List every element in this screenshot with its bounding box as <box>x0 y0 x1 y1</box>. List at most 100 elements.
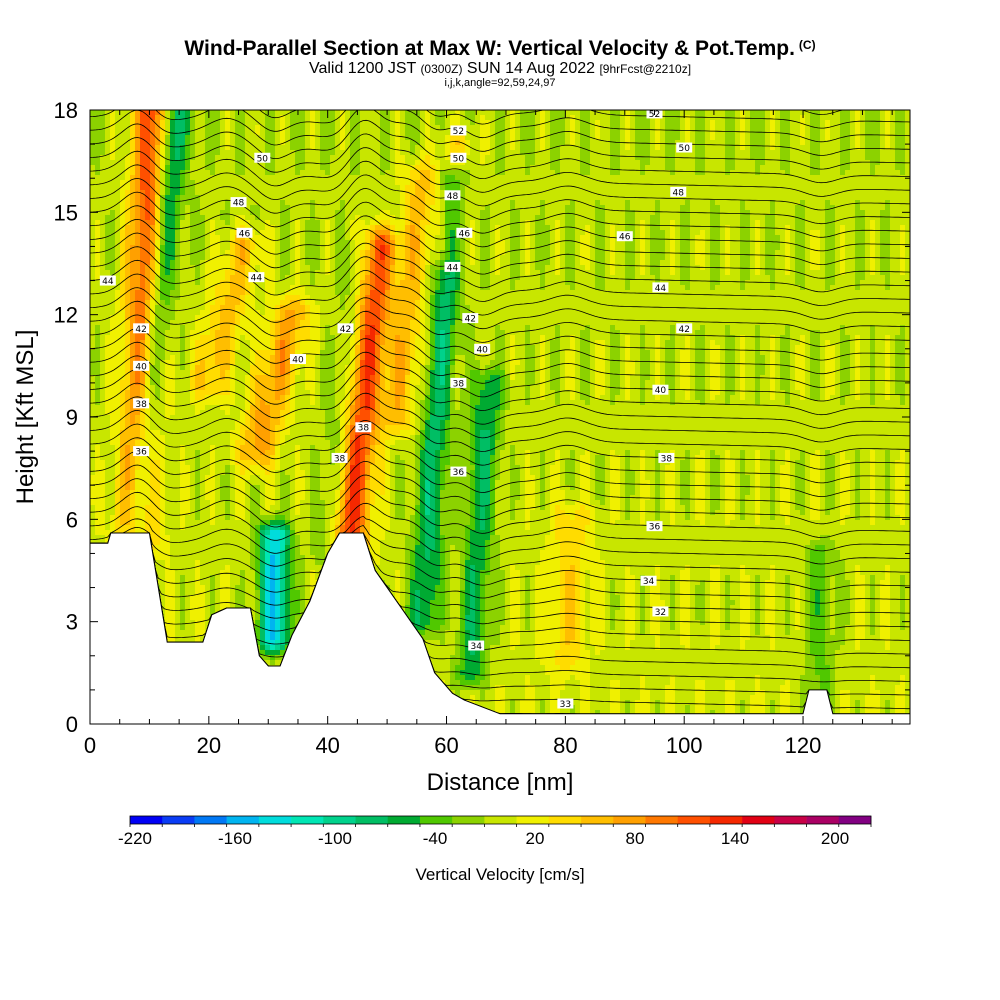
colorbar-swatch <box>516 816 550 824</box>
x-axis-label: Distance [nm] <box>427 769 574 796</box>
isentrope-line <box>90 379 910 429</box>
isentrope-line <box>90 242 910 293</box>
isentrope-line <box>90 228 910 279</box>
contour-label: 44 <box>99 275 116 287</box>
colorbar-swatch <box>419 816 453 824</box>
colorbar-frame <box>129 815 872 825</box>
isentrope-line <box>90 147 910 197</box>
contour-label-text: 42 <box>465 315 476 325</box>
isentrope-line <box>90 174 910 225</box>
isentrope-line <box>477 110 845 115</box>
isentrope-line <box>90 110 910 156</box>
contour-label: 36 <box>646 521 663 533</box>
valid-date: SUN 14 Aug 2022 <box>467 60 595 77</box>
colorbar-swatch <box>613 816 646 824</box>
colorbar-tick-label: -160 <box>218 829 252 848</box>
contour-label-text: 46 <box>239 229 251 239</box>
x-tick-label: 60 <box>434 733 458 758</box>
colorbar-tick-label: 200 <box>821 829 849 848</box>
colorbar-swatch <box>226 816 260 824</box>
colorbar-swatch <box>291 816 324 824</box>
isentrope-line <box>90 269 910 320</box>
contour-label-text: 44 <box>655 284 667 294</box>
isentrope-line <box>90 488 910 538</box>
colorbar-tick-label: 20 <box>526 829 545 848</box>
colorbar-swatch <box>130 816 163 824</box>
contour-label-text: 34 <box>471 642 483 652</box>
contour-label: 38 <box>450 377 467 389</box>
colorbar: -220 -160 -100 -40 20 80 140 200 Vertical Veloci… <box>118 815 872 884</box>
contour-labels: 32 33 34 34 36 36 36 38 38 38 38 38 40 40 40 40 42 42 42 42… <box>99 108 693 710</box>
colorbar-swatch <box>774 816 807 824</box>
contour-label: 40 <box>652 384 669 396</box>
colorbar-swatch <box>484 816 517 824</box>
contour-label: 42 <box>676 323 693 335</box>
x-tick-label: 40 <box>315 733 339 758</box>
y-tick-label: 9 <box>66 405 78 430</box>
contour-label-text: 50 <box>678 144 690 154</box>
colorbar-swatch <box>194 816 227 824</box>
contour-label-text: 42 <box>135 325 146 335</box>
isentrope-line <box>90 119 910 170</box>
contour-label-text: 52 <box>453 127 464 137</box>
contour-label-text: 44 <box>102 277 114 287</box>
isentrope-line <box>90 532 910 630</box>
contour-label-text: 50 <box>257 154 269 164</box>
isentrope-line <box>90 256 910 306</box>
colorbar-tick-label: 80 <box>626 829 645 848</box>
contour-label-text: 33 <box>560 700 571 710</box>
contour-label-text: 38 <box>453 379 465 389</box>
isentrope-line <box>90 532 910 591</box>
isentrope-line <box>90 433 910 484</box>
contour-label: 38 <box>658 452 675 464</box>
contour-label: 38 <box>355 422 372 434</box>
colorbar-swatch <box>548 816 582 824</box>
colorbar-label: Vertical Velocity [cm/s] <box>415 865 584 884</box>
colorbar-swatch <box>162 816 195 824</box>
colorbar-tick-label: -220 <box>118 829 152 848</box>
contour-label-text: 36 <box>453 468 465 478</box>
contour-label: 32 <box>652 606 669 618</box>
contour-label: 40 <box>133 360 150 372</box>
y-axis-label: Height [Kft MSL] <box>12 330 39 505</box>
contour-label-text: 48 <box>447 192 459 202</box>
contour-label: 48 <box>670 186 687 198</box>
y-tick-label: 12 <box>54 303 78 328</box>
contour-label: 50 <box>254 152 271 164</box>
contour-label-text: 44 <box>251 274 263 284</box>
isentrope-line <box>90 420 910 470</box>
contour-label: 44 <box>444 261 461 273</box>
isentrope-line <box>90 460 910 511</box>
forecast-info: [9hrFcst@2210z] <box>599 62 691 76</box>
isentrope-line <box>90 365 910 416</box>
y-tick-label: 3 <box>66 610 78 635</box>
y-tick-label: 15 <box>54 200 78 225</box>
contour-label-text: 46 <box>619 233 631 243</box>
contour-label: 46 <box>236 227 253 239</box>
isentrope-line <box>90 525 910 578</box>
colorbar-swatch <box>677 816 711 824</box>
y-tick-label: 6 <box>66 507 78 532</box>
x-tick-label: 120 <box>785 733 822 758</box>
isentrope-contours <box>90 110 910 715</box>
x-axis-ticks: 0 20 40 60 80 100 120 <box>84 110 893 758</box>
contour-label-text: 46 <box>459 229 471 239</box>
contour-label-text: 40 <box>292 356 304 366</box>
isentrope-line <box>90 215 910 266</box>
x-tick-label: 0 <box>84 733 96 758</box>
contour-label: 48 <box>230 197 247 209</box>
isentrope-line <box>90 297 910 347</box>
colorbar-swatch <box>645 816 678 824</box>
contour-label-text: 36 <box>135 448 147 458</box>
contour-label-text: 40 <box>135 362 147 372</box>
contour-label-text: 38 <box>334 454 346 464</box>
isentrope-line <box>90 502 910 552</box>
isentrope-line <box>90 160 910 211</box>
x-tick-label: 100 <box>666 733 703 758</box>
contour-label-text: 40 <box>655 386 667 396</box>
isentrope-line <box>90 133 910 184</box>
isentrope-line <box>90 338 910 388</box>
colorbar-tick-label: -40 <box>423 829 448 848</box>
contour-label-text: 38 <box>358 424 370 434</box>
